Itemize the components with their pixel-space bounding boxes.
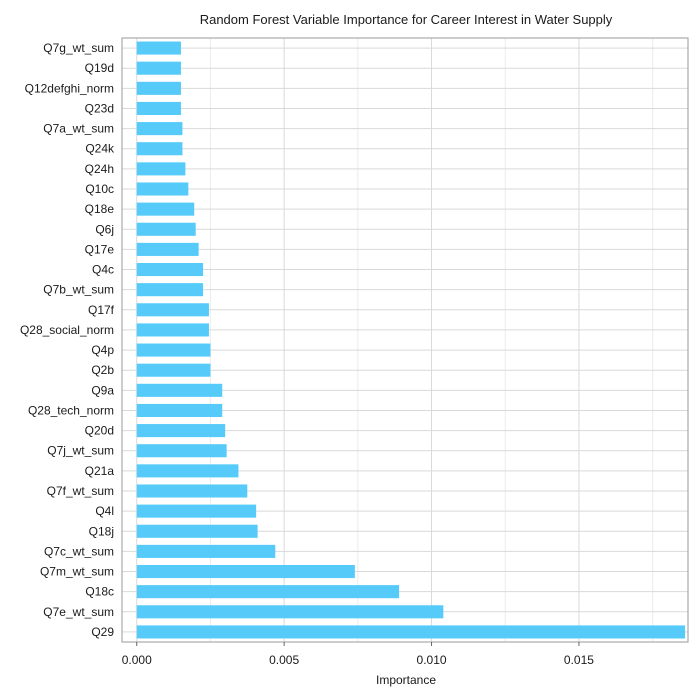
bar-Q19d (136, 61, 181, 75)
bar-Q7a_wt_sum (136, 122, 183, 136)
bar-Q2b (136, 363, 211, 377)
y-tick-label: Q18c (85, 585, 114, 599)
bar-Q20d (136, 424, 226, 438)
y-tick-label: Q29 (91, 625, 114, 639)
y-tick-label: Q7a_wt_sum (43, 122, 114, 136)
y-tick-label: Q4c (92, 263, 114, 277)
plot-area (121, 37, 689, 643)
bar-Q29 (136, 625, 686, 639)
x-tick-label: 0.010 (417, 653, 447, 667)
y-tick-label: Q7e_wt_sum (43, 605, 114, 619)
y-tick-label: Q19d (85, 61, 114, 75)
y-tick-label: Q24h (85, 162, 114, 176)
y-tick-label: Q2b (91, 363, 114, 377)
x-tick-labels: 0.000 0.005 0.010 0.015 (122, 642, 594, 667)
plot-background (122, 38, 688, 642)
y-tick-label: Q12defghi_norm (25, 81, 114, 95)
bar-Q23d (136, 101, 181, 116)
bar-Q7f_wt_sum (136, 484, 248, 498)
bar-Q24h (136, 162, 186, 176)
y-tick-labels: Q7g_wt_sum Q19d Q12defghi_norm Q23d Q7a_wt_s… (20, 41, 115, 639)
y-tick-label: Q7m_wt_sum (40, 565, 114, 579)
y-tick-label: Q28_social_norm (20, 323, 114, 337)
y-tick-label: Q17e (85, 242, 115, 256)
y-tick-label: Q4l (95, 504, 114, 518)
y-tick-label: Q28_tech_norm (28, 403, 114, 417)
bar-Q18c (136, 585, 400, 599)
bar-Q10c (136, 182, 189, 196)
bar-Q17e (136, 242, 199, 256)
bar-Q7e_wt_sum (136, 605, 444, 619)
y-tick-label: Q24k (85, 142, 115, 156)
plot-border (121, 37, 689, 643)
y-tick-label: Q18j (89, 524, 114, 538)
y-tick-label: Q23d (85, 101, 114, 115)
y-tick-label: Q6j (95, 222, 114, 236)
y-tick-label: Q18e (85, 202, 115, 216)
bar-Q12defghi_norm (136, 81, 181, 95)
x-tick-label: 0.015 (564, 653, 594, 667)
bar-Q7b_wt_sum (136, 283, 204, 297)
bar-Q4l (136, 504, 257, 518)
y-tick-label: Q20d (85, 424, 114, 438)
bar-Q7g_wt_sum (136, 41, 181, 55)
bar-Q6j (136, 222, 196, 236)
y-tick-label: Q17f (88, 303, 115, 317)
y-tick-label: Q7c_wt_sum (44, 544, 114, 558)
y-tick-label: Q7f_wt_sum (47, 484, 114, 498)
bar-Q7m_wt_sum (136, 564, 355, 579)
bar-Q7j_wt_sum (136, 444, 227, 458)
gridlines (122, 38, 688, 642)
x-axis-label: Importance (376, 673, 436, 687)
y-tick-label: Q9a (91, 383, 114, 397)
y-tick-label: Q21a (85, 464, 115, 478)
x-tick-label: 0.000 (122, 653, 152, 667)
bar-Q28_social_norm (136, 323, 209, 337)
y-tick-label: Q4p (91, 343, 114, 357)
bar-Q21a (136, 464, 239, 478)
y-tick-label: Q7j_wt_sum (47, 444, 114, 458)
y-tick-label: Q7g_wt_sum (43, 41, 114, 55)
bar-Q4c (136, 262, 204, 277)
bar-Q18j (136, 524, 258, 538)
chart-title: Random Forest Variable Importance for Ca… (200, 12, 613, 27)
y-tick-label: Q7b_wt_sum (43, 283, 114, 297)
y-tick-label: Q10c (85, 182, 114, 196)
bar-Q7c_wt_sum (136, 544, 276, 558)
bar-Q4p (136, 343, 211, 357)
bar-Q9a (136, 383, 223, 397)
bar-Q28_tech_norm (136, 403, 223, 418)
bar-Q18e (136, 202, 195, 216)
bars (136, 41, 686, 639)
x-tick-label: 0.005 (269, 653, 299, 667)
bar-Q17f (136, 303, 209, 317)
bar-Q24k (136, 142, 183, 156)
